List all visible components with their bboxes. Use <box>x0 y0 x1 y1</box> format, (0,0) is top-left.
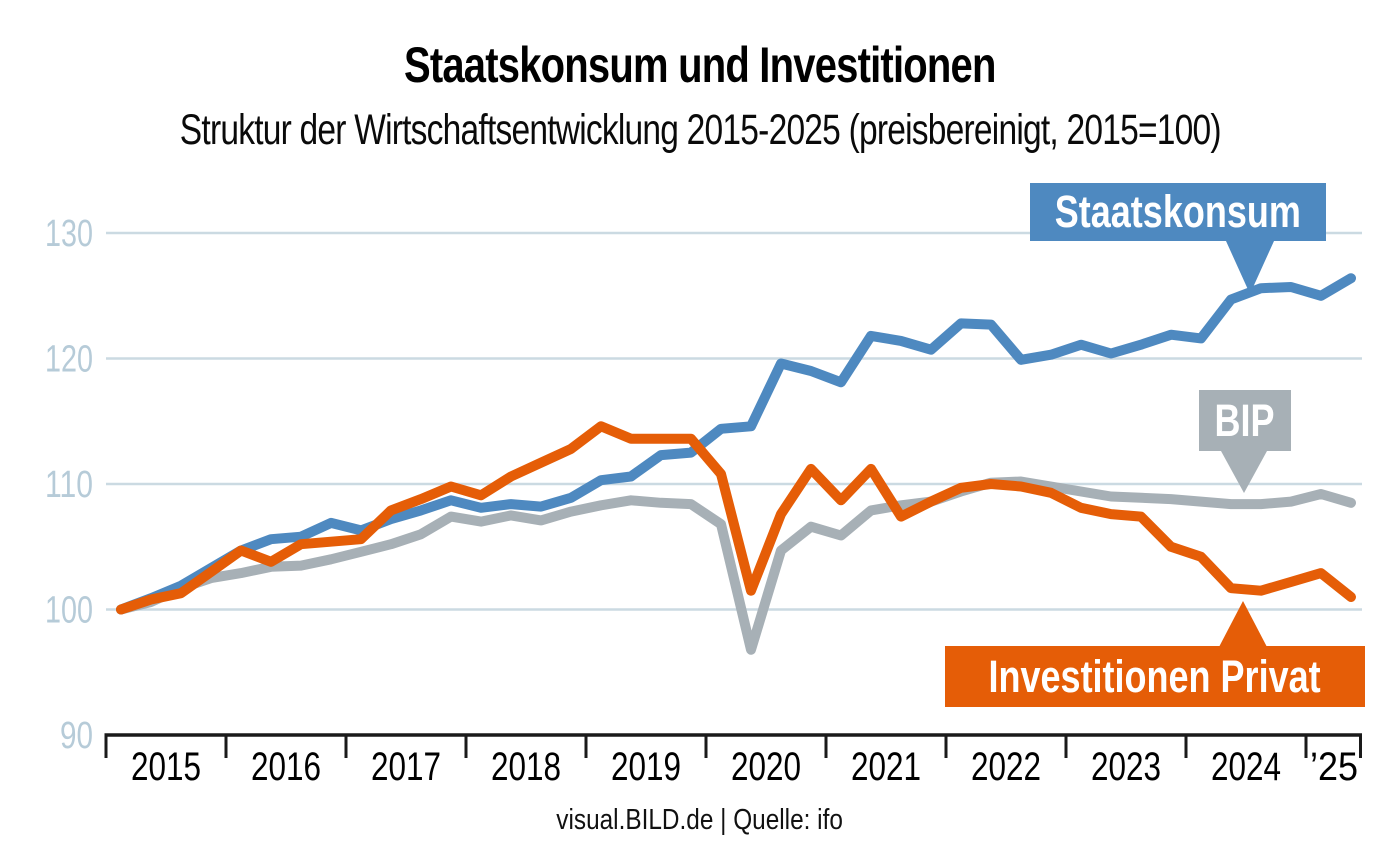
callout-pointer-up-icon <box>1219 601 1267 647</box>
x-axis-label-2023: 2023 <box>1091 745 1161 789</box>
series-line-investitionen-privat <box>116 421 1356 615</box>
x-axis-label-2020: 2020 <box>731 745 801 789</box>
x-axis-label-2024: 2024 <box>1211 745 1281 789</box>
callout-investitionen-privat: Investitionen Privat <box>945 601 1365 707</box>
series-line-bip <box>116 476 1356 655</box>
y-axis-label-110: 110 <box>45 464 93 506</box>
y-axis-label-130: 130 <box>45 213 93 255</box>
x-axis-label-2017: 2017 <box>371 745 441 789</box>
x-axis-label-2018: 2018 <box>491 745 561 789</box>
callout-staatskonsum-label: Staatskonsum <box>1054 186 1302 237</box>
callout-staatskonsum: Staatskonsum <box>1030 183 1326 294</box>
x-axis-label-25: ’25 <box>1310 745 1358 789</box>
callout-bip-label: BIP <box>1214 394 1275 446</box>
x-axis-label-2022: 2022 <box>971 745 1041 789</box>
callout-pointer-down-icon <box>1226 241 1274 294</box>
y-axis-label-90: 90 <box>60 715 93 757</box>
chart-title: Staatskonsum und Investitionen <box>404 37 996 93</box>
x-axis-label-2016: 2016 <box>251 745 321 789</box>
x-axis-label-2019: 2019 <box>611 745 681 789</box>
subtitle-row: Struktur der Wirtschaftsentwicklung 2015… <box>0 106 1400 155</box>
series-line-staatskonsum <box>116 273 1356 615</box>
y-axis-label-120: 120 <box>45 339 93 381</box>
callout-pointer-down-icon <box>1221 451 1267 493</box>
y-axis-label-100: 100 <box>45 590 93 632</box>
chart-subtitle: Struktur der Wirtschaftsentwicklung 2015… <box>179 106 1221 154</box>
callout-investitionen-privat-label: Investitionen Privat <box>988 650 1322 702</box>
x-axis-label-2021: 2021 <box>851 745 921 789</box>
source-credit: visual.BILD.de | Quelle: ifo <box>556 804 844 836</box>
callout-bip: BIP <box>1199 390 1291 493</box>
x-axis-label-2015: 2015 <box>131 745 201 789</box>
title-row: Staatskonsum und Investitionen <box>0 36 1400 94</box>
footer-row: visual.BILD.de | Quelle: ifo <box>0 804 1400 837</box>
